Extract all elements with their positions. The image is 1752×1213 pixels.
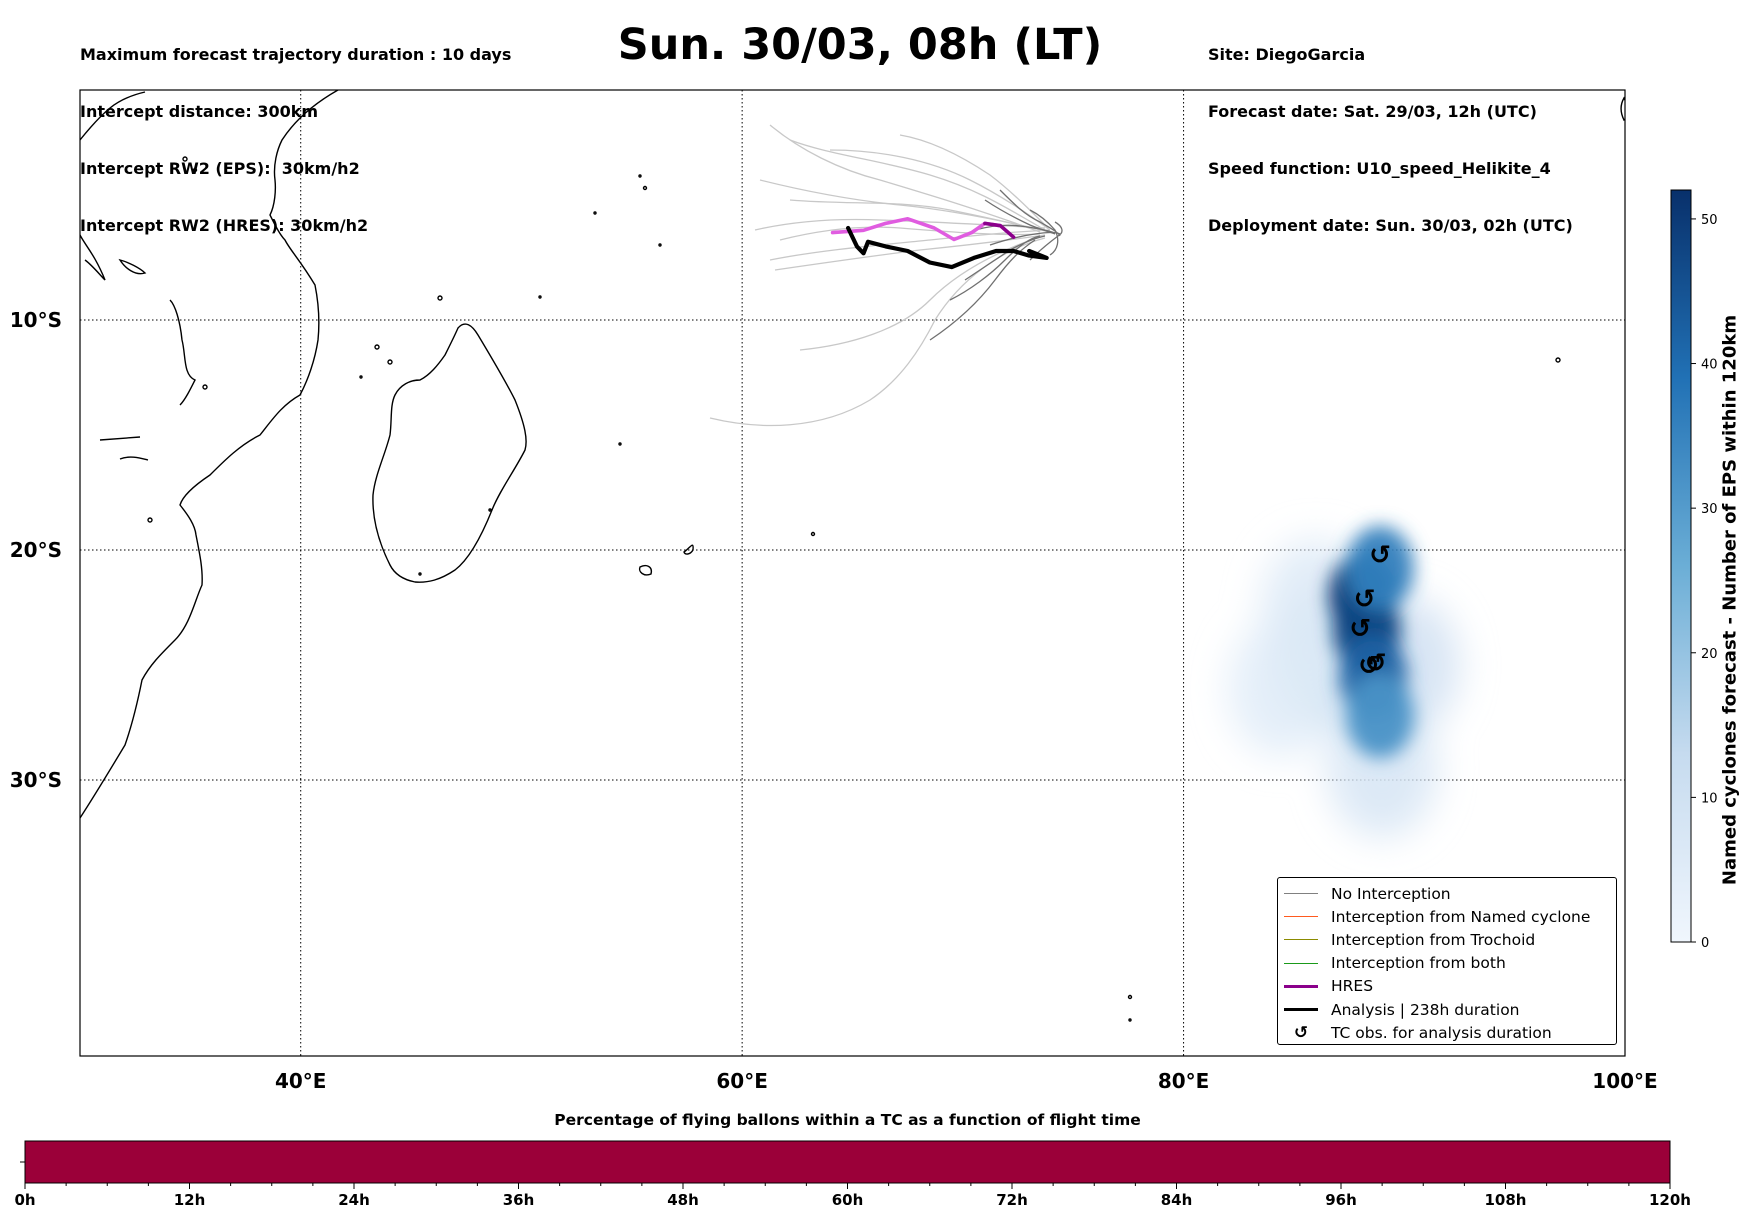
latitude-tick-label: 30°S (10, 768, 62, 792)
tc-observation-marker: ↺ (1349, 614, 1371, 644)
colorbar-ticks: 0 10 20 30 40 50 (1691, 213, 1718, 951)
legend-line-swatch (1283, 939, 1319, 941)
legend-item: ↺ TC obs. for analysis duration (1278, 1021, 1616, 1044)
legend-line-swatch (1283, 984, 1319, 988)
flight-time-bar-title: Percentage of flying ballons within a TC… (554, 1111, 1141, 1129)
legend-item: Interception from Trochoid (1278, 928, 1616, 951)
colorbar-tick-label: 20 (1701, 647, 1718, 662)
hres-track-end (983, 221, 1016, 239)
density-blob (1346, 673, 1415, 759)
colorbar-label: Named cyclones forecast - Number of EPS … (1719, 314, 1741, 886)
density-blob (1346, 525, 1415, 611)
flight-time-bar: 0h 12h 24h 36h 48h 60h 72h 84h 96h 108h 120h (14, 1140, 1691, 1209)
madagascar-coastline (372, 323, 527, 583)
tc-observations: ↺↺↺↺↺ (1349, 541, 1391, 681)
legend-label: HRES (1331, 977, 1374, 996)
map-legend: No Interception Interception from Named c… (1277, 877, 1617, 1045)
header-left-line: Intercept distance: 300km (80, 102, 319, 121)
header-right-info: Site: DiegoGarcia Forecast date: Sat. 29… (1208, 7, 1573, 254)
africa-coastline (80, 90, 339, 819)
flight-time-tick-label: 24h (338, 1191, 370, 1209)
tc-observation-marker: ↺ (1369, 541, 1391, 571)
header-right-line: Speed function: U10_speed_Helikite_4 (1208, 159, 1551, 178)
legend-label: Interception from Trochoid (1331, 930, 1536, 949)
colorbar-tick-label: 50 (1701, 213, 1718, 228)
flight-time-tick-label: 96h (1325, 1191, 1357, 1209)
flight-time-bar-fill (24, 1140, 1671, 1184)
eps-trajectories (709, 124, 1063, 427)
flight-time-ticks: 0h 12h 24h 36h 48h 60h 72h 84h 96h 108h 120h (14, 1183, 1691, 1209)
legend-label: TC obs. for analysis duration (1331, 1023, 1552, 1042)
legend-item: HRES (1278, 975, 1616, 998)
longitude-tick-label: 100°E (1592, 1069, 1657, 1093)
legend-line-swatch (1283, 1008, 1319, 1012)
colorbar: 0 10 20 30 40 50 (1670, 189, 1718, 951)
map-frame (79, 89, 1626, 1057)
longitude-labels: 40°E 60°E 80°E 100°E (275, 1069, 1658, 1093)
colorbar-tick-label: 30 (1701, 502, 1718, 517)
legend-label: Interception from both (1331, 954, 1506, 973)
tc-observation-marker: ↺ (1358, 651, 1380, 681)
header-right-line: Forecast date: Sat. 29/03, 12h (UTC) (1208, 102, 1537, 121)
latitude-tick-label: 10°S (10, 308, 62, 332)
colorbar-tick-label: 40 (1701, 358, 1718, 373)
flight-time-tick-label: 84h (1161, 1191, 1193, 1209)
eps-trajectories-dark (929, 189, 1063, 341)
legend-line-swatch (1283, 916, 1319, 918)
legend-item: Interception from Named cyclone (1278, 905, 1616, 928)
flight-time-tick-label: 12h (174, 1191, 206, 1209)
latitude-tick-label: 20°S (10, 538, 62, 562)
header-left-info: Maximum forecast trajectory duration : 1… (80, 7, 511, 254)
latitude-labels: 10°S 20°S 30°S (10, 308, 62, 792)
flight-time-tick-label: 60h (832, 1191, 864, 1209)
longitude-tick-label: 60°E (716, 1069, 768, 1093)
legend-line-swatch (1283, 893, 1319, 895)
flight-time-tick-label: 108h (1485, 1191, 1527, 1209)
tc-observation-marker: ↺ (1354, 584, 1376, 614)
flight-time-tick-label: 0h (14, 1191, 35, 1209)
flight-time-tick-label: 48h (667, 1191, 699, 1209)
flight-time-tick-label: 72h (996, 1191, 1028, 1209)
tc-observation-marker: ↺ (1365, 649, 1387, 679)
longitude-tick-label: 80°E (1158, 1069, 1210, 1093)
africa-horn-coastline (80, 91, 146, 141)
colorbar-gradient (1670, 189, 1692, 943)
main-title: Sun. 30/03, 08h (LT) (617, 20, 1103, 70)
header-left-line: Maximum forecast trajectory duration : 1… (80, 45, 512, 64)
header-left-line: Intercept RW2 (EPS): 30km/h2 (80, 159, 360, 178)
legend-label: Analysis | 238h duration (1331, 1000, 1520, 1019)
coastlines (80, 90, 1625, 1022)
legend-item: Interception from both (1278, 952, 1616, 975)
longitude-tick-label: 40°E (275, 1069, 327, 1093)
forecast-tracks (830, 217, 1049, 270)
header-right-line: Site: DiegoGarcia (1208, 45, 1366, 64)
flight-time-tick-label: 36h (503, 1191, 535, 1209)
tc-marker-icon: ↺ (1293, 1022, 1309, 1043)
colorbar-tick-label: 0 (1701, 936, 1709, 951)
colorbar-tick-label: 10 (1701, 791, 1718, 806)
header-right-line: Deployment date: Sun. 30/03, 02h (UTC) (1208, 216, 1573, 235)
header-left-line: Intercept RW2 (HRES): 30km/h2 (80, 216, 369, 235)
legend-item: No Interception (1278, 882, 1616, 905)
graticule (80, 90, 1625, 1056)
analysis-track (845, 225, 1049, 270)
legend-line-swatch (1283, 962, 1319, 964)
legend-item: Analysis | 238h duration (1278, 998, 1616, 1021)
flight-time-tick-label: 120h (1649, 1191, 1691, 1209)
legend-label: No Interception (1331, 884, 1451, 903)
cyclone-density-field (1227, 525, 1460, 838)
legend-label: Interception from Named cyclone (1331, 907, 1591, 926)
density-core (1328, 525, 1415, 759)
